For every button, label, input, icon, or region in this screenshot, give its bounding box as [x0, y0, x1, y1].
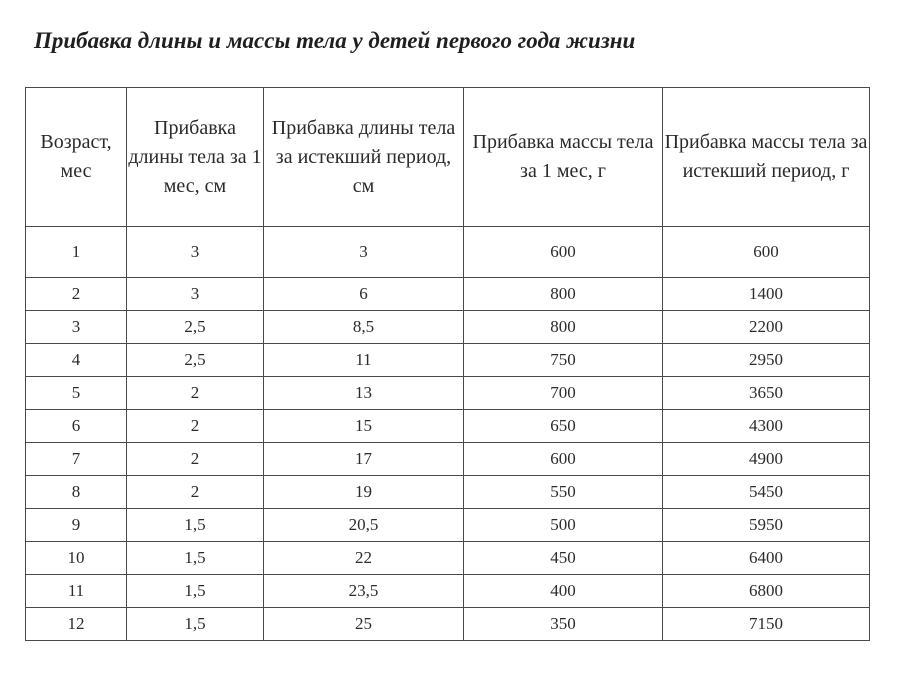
weight-gain-cumulative-cell: 6400 [663, 542, 870, 575]
weight-gain-monthly-cell: 450 [464, 542, 663, 575]
weight-gain-cumulative-cell: 2950 [663, 344, 870, 377]
age-cell: 7 [26, 443, 127, 476]
weight-gain-cumulative-cell: 3650 [663, 377, 870, 410]
length-gain-cumulative-cell: 3 [264, 227, 464, 278]
weight-gain-monthly-cell: 650 [464, 410, 663, 443]
weight-gain-cumulative-cell: 600 [663, 227, 870, 278]
age-cell: 2 [26, 278, 127, 311]
length-gain-cumulative-cell: 23,5 [264, 575, 464, 608]
table-row: 4 2,5 11 750 2950 [26, 344, 870, 377]
weight-gain-monthly-cell: 350 [464, 608, 663, 641]
weight-gain-monthly-cell: 500 [464, 509, 663, 542]
weight-gain-cumulative-cell: 6800 [663, 575, 870, 608]
age-cell: 12 [26, 608, 127, 641]
length-gain-cumulative-cell: 13 [264, 377, 464, 410]
table-row: 9 1,5 20,5 500 5950 [26, 509, 870, 542]
table-row: 2 3 6 800 1400 [26, 278, 870, 311]
length-gain-monthly-cell: 1,5 [127, 509, 264, 542]
weight-gain-monthly-cell: 700 [464, 377, 663, 410]
length-gain-cumulative-cell: 11 [264, 344, 464, 377]
length-gain-monthly-cell: 2 [127, 443, 264, 476]
age-cell: 6 [26, 410, 127, 443]
length-gain-cumulative-cell: 15 [264, 410, 464, 443]
header-length-gain-cumulative: Прибавка длины тела за истекший период, … [264, 88, 464, 227]
age-cell: 1 [26, 227, 127, 278]
table-row: 3 2,5 8,5 800 2200 [26, 311, 870, 344]
age-cell: 4 [26, 344, 127, 377]
table-row: 11 1,5 23,5 400 6800 [26, 575, 870, 608]
weight-gain-monthly-cell: 800 [464, 278, 663, 311]
table-row: 10 1,5 22 450 6400 [26, 542, 870, 575]
age-cell: 8 [26, 476, 127, 509]
table-row: 5 2 13 700 3650 [26, 377, 870, 410]
length-gain-monthly-cell: 1,5 [127, 575, 264, 608]
header-length-gain-monthly: Прибавка длины тела за 1 мес, см [127, 88, 264, 227]
length-gain-cumulative-cell: 6 [264, 278, 464, 311]
weight-gain-monthly-cell: 400 [464, 575, 663, 608]
length-gain-cumulative-cell: 20,5 [264, 509, 464, 542]
table-row: 1 3 3 600 600 [26, 227, 870, 278]
page-title: Прибавка длины и массы тела у детей перв… [34, 28, 635, 54]
weight-gain-monthly-cell: 550 [464, 476, 663, 509]
age-cell: 11 [26, 575, 127, 608]
length-gain-cumulative-cell: 17 [264, 443, 464, 476]
length-gain-monthly-cell: 2 [127, 377, 264, 410]
length-gain-monthly-cell: 2 [127, 476, 264, 509]
length-gain-monthly-cell: 2 [127, 410, 264, 443]
age-cell: 10 [26, 542, 127, 575]
header-weight-gain-cumulative: Прибавка массы тела за истекший период, … [663, 88, 870, 227]
length-gain-monthly-cell: 2,5 [127, 311, 264, 344]
length-gain-cumulative-cell: 8,5 [264, 311, 464, 344]
length-gain-cumulative-cell: 19 [264, 476, 464, 509]
age-cell: 9 [26, 509, 127, 542]
length-gain-cumulative-cell: 22 [264, 542, 464, 575]
length-gain-monthly-cell: 3 [127, 278, 264, 311]
header-weight-gain-monthly: Прибавка массы тела за 1 мес, г [464, 88, 663, 227]
table-header-row: Возраст, мес Прибавка длины тела за 1 ме… [26, 88, 870, 227]
table-row: 7 2 17 600 4900 [26, 443, 870, 476]
weight-gain-cumulative-cell: 2200 [663, 311, 870, 344]
age-cell: 3 [26, 311, 127, 344]
weight-gain-cumulative-cell: 4900 [663, 443, 870, 476]
weight-gain-monthly-cell: 750 [464, 344, 663, 377]
weight-gain-cumulative-cell: 4300 [663, 410, 870, 443]
header-age: Возраст, мес [26, 88, 127, 227]
weight-gain-cumulative-cell: 5450 [663, 476, 870, 509]
table-body: 1 3 3 600 600 2 3 6 800 1400 3 2,5 8,5 800 2200 4 2,5 11 7… [26, 227, 870, 641]
weight-gain-cumulative-cell: 5950 [663, 509, 870, 542]
weight-gain-monthly-cell: 600 [464, 227, 663, 278]
growth-table: Возраст, мес Прибавка длины тела за 1 ме… [25, 87, 870, 641]
weight-gain-monthly-cell: 600 [464, 443, 663, 476]
weight-gain-cumulative-cell: 1400 [663, 278, 870, 311]
table-row: 6 2 15 650 4300 [26, 410, 870, 443]
weight-gain-cumulative-cell: 7150 [663, 608, 870, 641]
length-gain-monthly-cell: 2,5 [127, 344, 264, 377]
length-gain-monthly-cell: 3 [127, 227, 264, 278]
length-gain-cumulative-cell: 25 [264, 608, 464, 641]
length-gain-monthly-cell: 1,5 [127, 608, 264, 641]
weight-gain-monthly-cell: 800 [464, 311, 663, 344]
age-cell: 5 [26, 377, 127, 410]
length-gain-monthly-cell: 1,5 [127, 542, 264, 575]
table-row: 12 1,5 25 350 7150 [26, 608, 870, 641]
table-row: 8 2 19 550 5450 [26, 476, 870, 509]
